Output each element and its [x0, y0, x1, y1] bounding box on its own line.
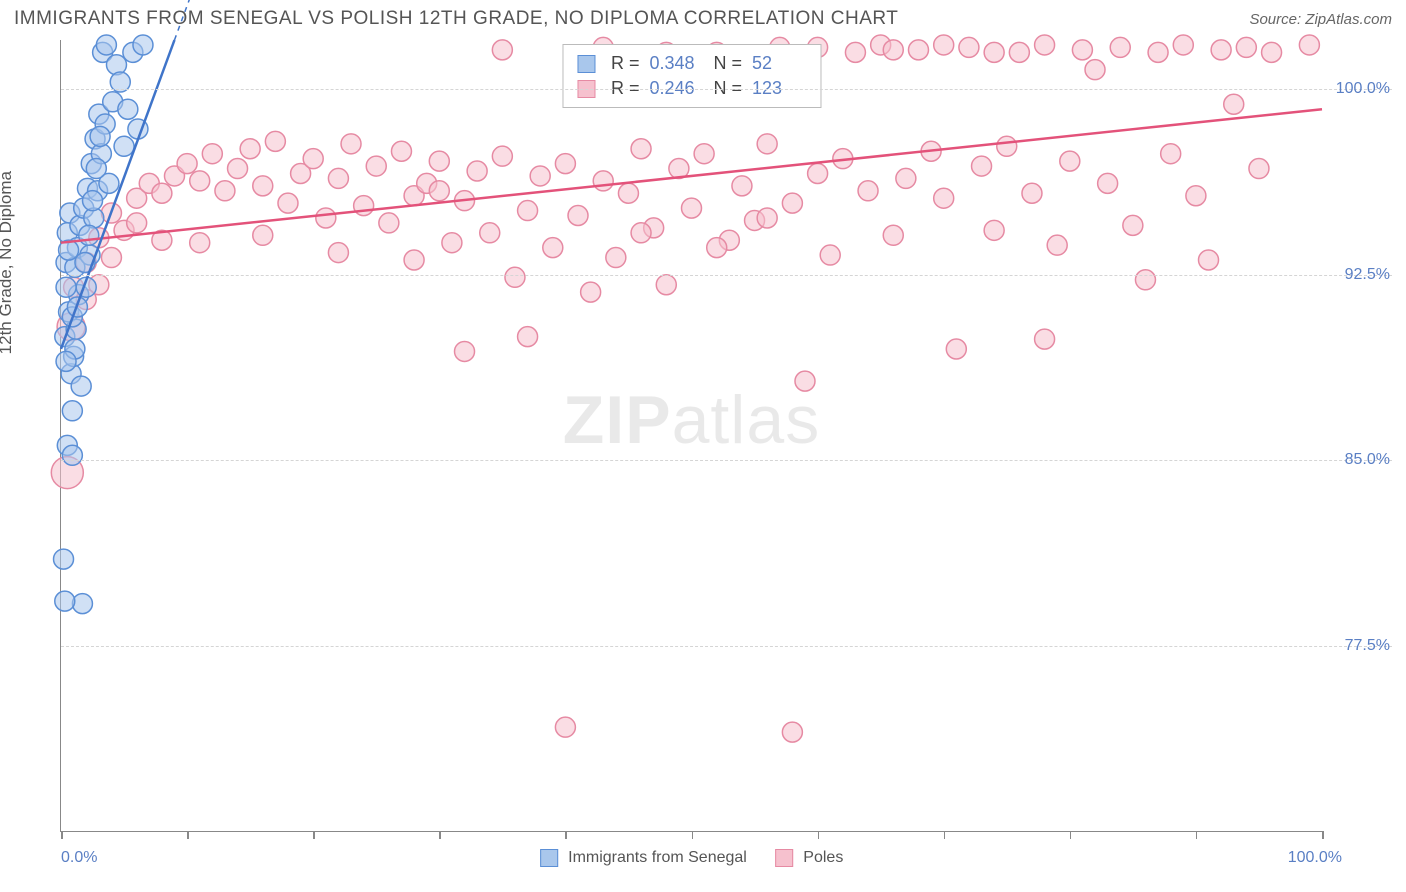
y-tick-label: 85.0% — [1345, 451, 1390, 469]
source-attribution: Source: ZipAtlas.com — [1249, 11, 1392, 28]
gridline — [61, 275, 1392, 276]
correlation-stats-box: R = 0.348 N = 52 R = 0.246 N = 123 — [562, 44, 821, 108]
x-tick — [1322, 831, 1324, 839]
chart-container: 12th Grade, No Diploma ZIPatlas R = 0.34… — [14, 40, 1392, 832]
y-axis-label: 12th Grade, No Diploma — [0, 171, 16, 354]
stat-r-series-a: 0.348 — [650, 53, 704, 74]
legend-item-series-a: Immigrants from Senegal — [540, 849, 747, 867]
x-axis-min-label: 0.0% — [61, 849, 97, 867]
x-tick — [313, 831, 315, 839]
stats-row-series-a: R = 0.348 N = 52 — [577, 51, 806, 76]
x-tick — [565, 831, 567, 839]
x-tick — [818, 831, 820, 839]
gridline — [61, 460, 1392, 461]
gridline — [61, 89, 1392, 90]
legend: Immigrants from Senegal Poles — [540, 849, 844, 867]
x-tick — [692, 831, 694, 839]
x-tick — [439, 831, 441, 839]
stat-label-n: N = — [714, 53, 743, 74]
legend-swatch-b-icon — [775, 849, 793, 867]
scatter-plot-svg — [61, 40, 1322, 831]
x-tick — [61, 831, 63, 839]
stat-n-series-a: 52 — [752, 53, 806, 74]
legend-label-a: Immigrants from Senegal — [568, 849, 747, 866]
x-tick — [944, 831, 946, 839]
x-tick — [1070, 831, 1072, 839]
x-tick — [187, 831, 189, 839]
plot-area: ZIPatlas R = 0.348 N = 52 R = 0.246 N = … — [60, 40, 1322, 832]
chart-title: IMMIGRANTS FROM SENEGAL VS POLISH 12TH G… — [14, 8, 898, 30]
legend-item-series-b: Poles — [775, 849, 843, 867]
legend-swatch-a-icon — [540, 849, 558, 867]
y-tick-label: 77.5% — [1345, 637, 1390, 655]
swatch-series-a-icon — [577, 55, 595, 73]
x-axis-max-label: 100.0% — [1288, 849, 1342, 867]
legend-label-b: Poles — [803, 849, 843, 866]
y-tick-label: 100.0% — [1336, 80, 1390, 98]
y-tick-label: 92.5% — [1345, 266, 1390, 284]
gridline — [61, 646, 1392, 647]
stat-label-r: R = — [611, 53, 640, 74]
x-tick — [1196, 831, 1198, 839]
